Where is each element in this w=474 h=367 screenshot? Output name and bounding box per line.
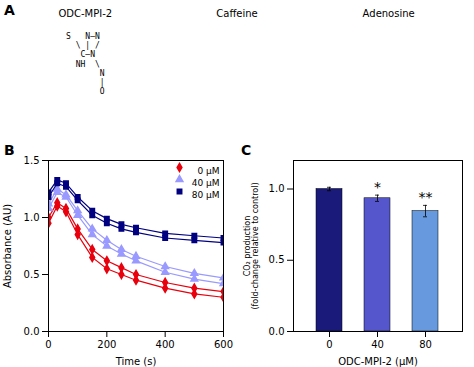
html-text:ODC-MPI-2: ODC-MPI-2 xyxy=(58,8,113,19)
svg-text:1.0: 1.0 xyxy=(269,183,285,194)
html-text:Adenosine: Adenosine xyxy=(362,8,415,19)
svg-text:80 μM: 80 μM xyxy=(192,190,220,200)
svg-text:*: * xyxy=(374,179,381,195)
svg-text:**: ** xyxy=(419,189,433,205)
svg-text:ODC-MPI-2 (μM): ODC-MPI-2 (μM) xyxy=(338,356,418,367)
html-text:A: A xyxy=(4,2,15,18)
svg-text:1.0: 1.0 xyxy=(24,212,40,223)
svg-text:Time (s): Time (s) xyxy=(115,356,157,367)
html-text:C: C xyxy=(241,142,252,158)
svg-text:200: 200 xyxy=(97,339,116,350)
svg-text:CO₂ production(fold-change rel: CO₂ production(fold-change relative to c… xyxy=(243,182,260,309)
html-text:B: B xyxy=(4,142,15,158)
svg-text:400: 400 xyxy=(156,339,175,350)
svg-text:0: 0 xyxy=(45,339,51,350)
html-text:S N—N \ | / C—N NH \ N | O: S N—N \ | / C—N NH \ N | O xyxy=(66,32,105,97)
html-text:Caffeine: Caffeine xyxy=(216,8,258,19)
svg-text:0.5: 0.5 xyxy=(269,254,285,265)
svg-text:600: 600 xyxy=(214,339,233,350)
svg-text:0: 0 xyxy=(326,339,332,350)
svg-text:40: 40 xyxy=(371,339,384,350)
svg-text:40 μM: 40 μM xyxy=(192,178,220,188)
svg-text:0.0: 0.0 xyxy=(24,326,40,337)
svg-text:0.0: 0.0 xyxy=(269,326,285,337)
svg-text:Absorbance (AU): Absorbance (AU) xyxy=(2,204,13,288)
svg-text:80: 80 xyxy=(419,339,432,350)
svg-text:0 μM: 0 μM xyxy=(197,166,219,176)
svg-text:1.5: 1.5 xyxy=(24,155,40,166)
svg-text:0.5: 0.5 xyxy=(24,269,40,280)
